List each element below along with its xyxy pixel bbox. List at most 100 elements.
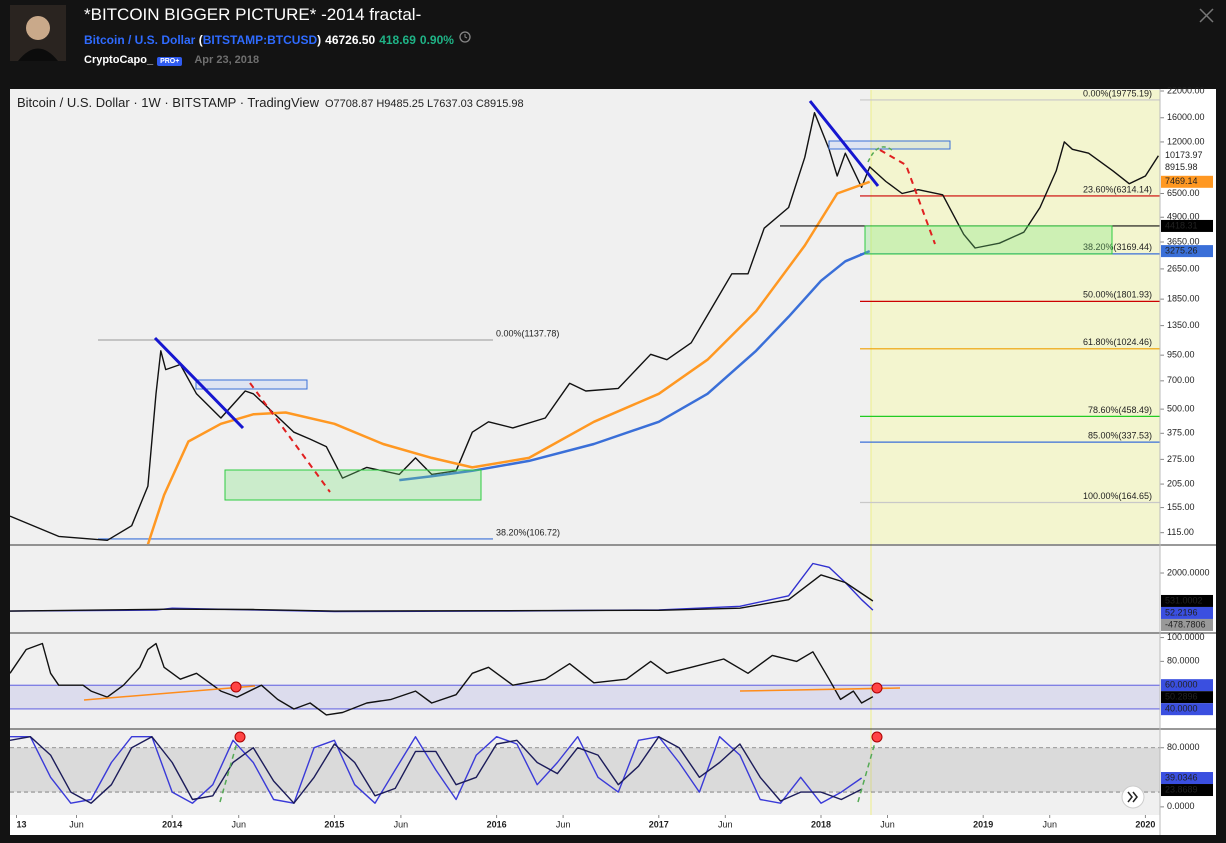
ohlc-item: C8915.98 [476,98,524,110]
pane [10,736,1160,804]
price-tag-label: 40.0000 [1165,704,1198,714]
close-button[interactable] [1199,8,1214,23]
series-line [399,249,871,482]
avatar-face [26,16,50,40]
y-tick-label: 0.0000 [1167,801,1195,811]
price-tag [1161,219,1213,232]
scroll-icon [1127,791,1138,803]
price-tag [1161,245,1213,258]
highlight-region [871,90,1160,544]
series-line [10,574,874,612]
support-box [864,225,1113,255]
ohlc: O7708.87 H9485.25 L7637.03 C8915.98 [325,98,524,110]
price-tag-label: 60.0000 [1165,680,1198,690]
price-tag-label: 7469.14 [1165,176,1198,186]
x-tick-label: 2015 [324,819,344,829]
drawings [83,100,1113,803]
y-tick-label: 100.0000 [1167,632,1205,642]
pane [10,562,874,613]
ohlc-item: O7708.87 [325,98,373,110]
fib-label: 85.00%(337.53) [1088,431,1152,441]
price-tag [1161,175,1213,188]
price-tag-label: 23.8689 [1165,784,1198,794]
series-line [10,642,874,716]
rsi-trendline [83,685,256,701]
x-tick-label: 2018 [811,819,831,829]
author-row: CryptoCapo_ PRO+ Apr 23, 2018 [84,54,472,66]
ohlc-label: O [324,98,334,110]
ohlc-item: L7637.03 [427,98,473,110]
badge: PRO+ [157,57,183,66]
x-tick-label: Jun [69,819,84,829]
y-tick-label: 950.00 [1167,350,1195,360]
price-tag [1161,772,1213,785]
price-tag-label: 8915.98 [1165,162,1198,172]
series-line [10,112,1159,541]
fib-label: 38.20%(106.72) [496,527,560,537]
plot-layer: 0.00%(1137.78) 38.20%(106.72) 0.00%(19775.… [10,85,1213,829]
price-tag [1161,784,1213,797]
y-tick-label: 375.00 [1167,428,1195,438]
symbol-name[interactable]: Bitcoin / U.S. Dollar [84,33,196,47]
price: 46726.50 [325,33,376,47]
fib-label: 100.00%(164.65) [1083,491,1152,501]
x-tick-label: Jun [880,819,895,829]
projection-arrow [249,382,331,493]
y-tick-label: 6500.00 [1167,188,1200,198]
ohlc-label: C [475,98,484,110]
x-tick-label: Jun [718,819,733,829]
pane: 0.00%(1137.78) 38.20%(106.72) 0.00%(19775.… [10,88,1160,544]
price-tag [1161,679,1213,692]
y-tick-label: 700.00 [1167,375,1195,385]
y-tick-label: 4900.00 [1167,212,1200,222]
band [10,747,1160,793]
change-pct: 0.90% [419,33,454,47]
price-tag [1161,618,1213,631]
fib-label: 0.00%(1137.78) [496,328,559,338]
publish-date: Apr 23, 2018 [194,54,260,66]
y-tick-label: 80.0000 [1167,742,1200,752]
y-tick-label: 500.00 [1167,403,1195,413]
price-tag-label: -478.7806 [1165,619,1206,629]
x-tick-label: 13 [16,819,26,829]
price-tag-label: 4418.31 [1165,220,1198,230]
band [10,685,1160,709]
price-tag-label: 50.2896 [1165,692,1198,702]
series-line [146,180,871,544]
x-tick-label: 2017 [649,819,669,829]
stoch-arrow [857,738,877,803]
author[interactable]: CryptoCapo_ [84,54,154,66]
x-tick-label: Jun [394,819,409,829]
trendline [153,336,245,430]
y-tick-label: 16000.00 [1167,112,1205,122]
price-tag-label: 531.0002 [1165,595,1203,605]
x-tick-label: 2019 [973,819,993,829]
price-tag-label: 3275.26 [1165,245,1198,255]
y-tick-label: 2000.0000 [1167,567,1210,577]
price-tag-label: 52.2196 [1165,607,1198,617]
alert-icon[interactable] [458,30,472,44]
price-tag-label: 10173.97 [1165,150,1203,160]
fib-label: 0.00%(19775.19) [1083,88,1152,98]
fib-label: 78.60%(458.49) [1088,405,1152,415]
fib-label: 23.60%(6314.14) [1083,184,1152,194]
idea-title: *BITCOIN BIGGER PICTURE* -2014 fractal- [84,5,422,24]
price-tag [1161,161,1213,174]
x-tick-label: 2016 [487,819,507,829]
y-tick-label: 3650.00 [1167,236,1200,246]
header: *BITCOIN BIGGER PICTURE* -2014 fractal- … [84,5,472,66]
ohlc-label: H [376,98,385,110]
time-axis [10,815,1216,835]
ohlc-value: 9485.25 [384,98,425,110]
chart-legend: Bitcoin / U.S. Dollar · 1W · BITSTAMP · … [17,95,524,110]
x-tick-label: 2014 [162,819,182,829]
signal-dot [871,731,883,743]
scroll-button[interactable] [1121,785,1145,809]
price-tag [1161,594,1213,607]
symbol-code[interactable]: BITSTAMP:BTCUSD [202,33,318,47]
price-tag [1161,703,1213,716]
y-tick-label: 115.00 [1167,527,1194,537]
signal-dot [230,681,242,693]
x-tick-label: 2020 [1135,819,1155,829]
